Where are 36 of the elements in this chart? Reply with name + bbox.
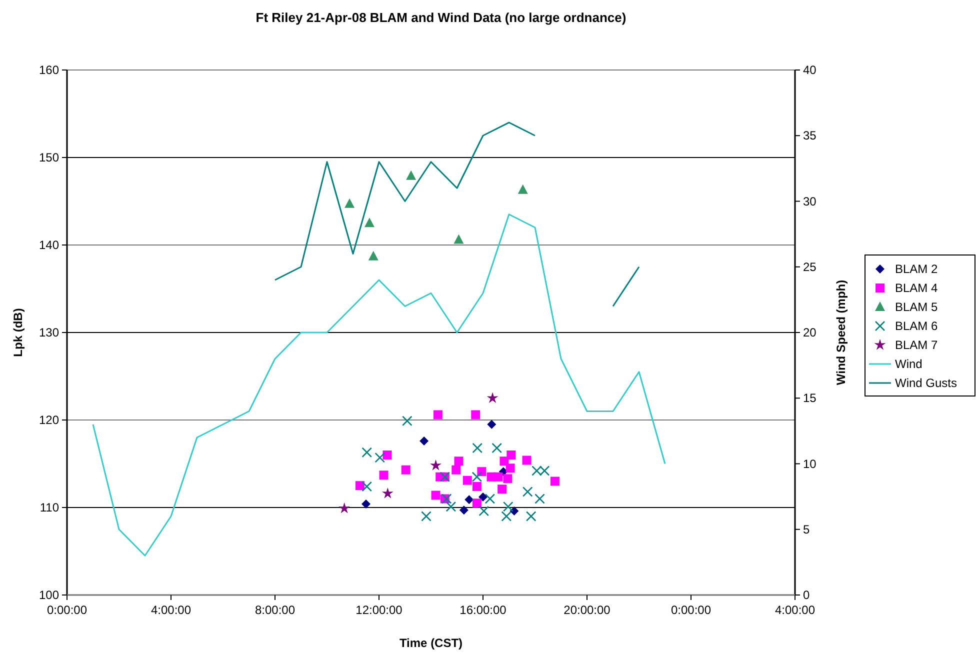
y2-tick-label: 5 bbox=[803, 522, 810, 536]
y-axis-title: Lpk (dB) bbox=[11, 308, 25, 357]
y2-tick-label: 10 bbox=[803, 456, 817, 471]
y2-axis-title: Wind Speed (mph) bbox=[834, 280, 848, 386]
legend-label: BLAM 5 bbox=[895, 300, 938, 314]
x-tick-label: 0:00:00 bbox=[46, 603, 88, 617]
y2-tick-label: 20 bbox=[803, 326, 817, 340]
y2-tick-label: 35 bbox=[803, 128, 817, 143]
y-tick-label: 100 bbox=[38, 588, 60, 602]
legend-label: Wind Gusts bbox=[895, 376, 958, 390]
y-tick-label: 120 bbox=[38, 413, 60, 427]
line-series bbox=[92, 214, 666, 556]
y2-tick-label: 25 bbox=[803, 260, 817, 274]
legend-label: BLAM 4 bbox=[895, 281, 938, 295]
y-tick-label: 130 bbox=[38, 326, 60, 340]
x-tick-label: 16:00:00 bbox=[460, 603, 507, 617]
y2-tick-label: 40 bbox=[803, 63, 817, 77]
y-tick-label: 150 bbox=[38, 150, 60, 164]
y2-tick-label: 15 bbox=[803, 391, 817, 406]
x-tick-label: 12:00:00 bbox=[356, 603, 403, 617]
x-tick-label: 8:00:00 bbox=[254, 603, 296, 617]
x-axis-title: Time (CST) bbox=[399, 636, 463, 650]
x-tick-label: 20:00:00 bbox=[564, 603, 611, 617]
legend-label: Wind bbox=[895, 357, 922, 371]
y-tick-label: 140 bbox=[38, 238, 60, 252]
y-tick-label: 110 bbox=[40, 500, 60, 514]
y2-tick-label: 0 bbox=[803, 588, 810, 602]
x-tick-label: 4:00:00 bbox=[150, 603, 192, 617]
x-tick-label: 0:00:00 bbox=[670, 603, 712, 617]
legend-label: BLAM 7 bbox=[895, 338, 938, 352]
x-tick-label: 4:00:00 bbox=[774, 603, 816, 617]
y-tick-label: 160 bbox=[38, 63, 60, 77]
y2-tick-label: 30 bbox=[803, 194, 817, 208]
chart-title: Ft Riley 21-Apr-08 BLAM and Wind Data (no large ordnance) bbox=[256, 10, 626, 25]
legend-label: BLAM 2 bbox=[895, 262, 938, 276]
legend-label: BLAM 6 bbox=[895, 319, 938, 333]
